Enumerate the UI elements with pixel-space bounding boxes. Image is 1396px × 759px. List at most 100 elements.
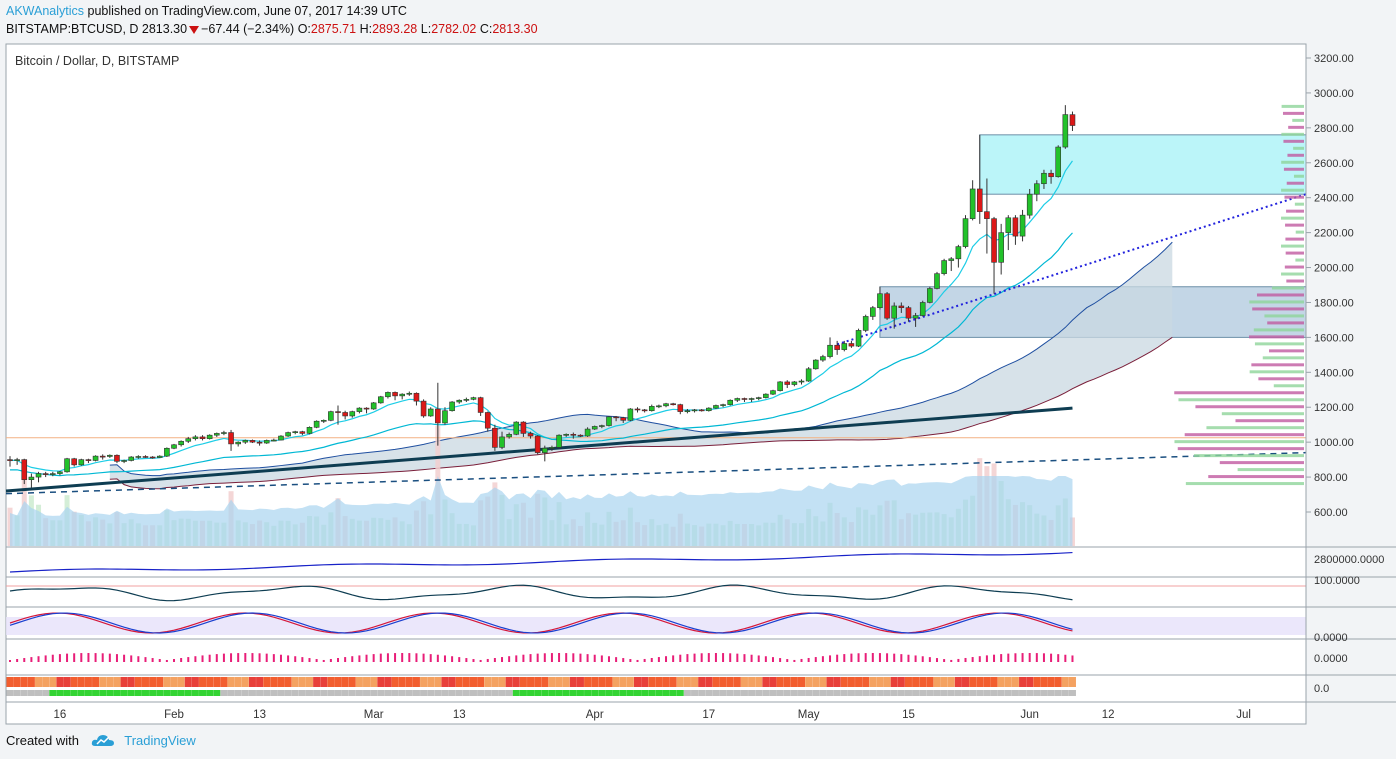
histogram-bar [543, 653, 546, 662]
histogram-bar [693, 653, 696, 662]
histogram-bar [44, 655, 47, 662]
candle-body [470, 397, 477, 400]
strip-cell [805, 677, 813, 687]
volume-profile-bar [1219, 461, 1304, 465]
candle-body [905, 307, 912, 319]
cloud-band [109, 242, 1173, 489]
strip-cell-lower [120, 690, 128, 696]
candle-body [1062, 114, 1069, 148]
candle-body [99, 455, 106, 458]
candle-body [320, 420, 327, 422]
candle-body [349, 411, 356, 417]
strip-cell [1011, 677, 1019, 687]
candle-body [370, 402, 377, 410]
candle-body [841, 343, 848, 350]
volume-profile-bar [1294, 202, 1304, 206]
histogram-bar [971, 657, 974, 662]
candles-layer [7, 105, 1076, 488]
volume-profile-bar [1295, 230, 1304, 234]
volume-profile-bar [1282, 111, 1304, 115]
candle-body [206, 434, 213, 439]
time-axis[interactable]: 16 Feb 13 Mar 13 Apr 17 May 15 Jun 12 Jul [6, 701, 1396, 721]
y-tick-label: 1600.00 [1314, 332, 1354, 344]
strip-cell-lower [641, 690, 649, 696]
candle-body [1005, 217, 1012, 233]
histogram-bar [51, 654, 54, 662]
y-tick-label: 3200.00 [1314, 53, 1354, 65]
candle-body [342, 412, 348, 417]
histogram-bar [180, 658, 183, 662]
strip-cell-lower [84, 690, 92, 696]
strip-cell-lower [833, 690, 841, 696]
strip-cell [562, 677, 570, 687]
histogram-bar [443, 655, 446, 662]
strip-cell-lower [1054, 690, 1062, 696]
strip-cell-lower [277, 690, 285, 696]
strip-cell [634, 677, 641, 687]
strip-cell [199, 677, 207, 687]
candle-body [862, 316, 869, 331]
histogram-bar [101, 653, 104, 662]
author-link[interactable]: AKWAnalytics [6, 4, 85, 18]
strip-cell [391, 677, 399, 687]
histogram-bar [1028, 653, 1031, 662]
candle-body [14, 459, 20, 461]
volume-profile-bar [1285, 223, 1304, 227]
strip-cell [206, 677, 214, 687]
strip-cell [890, 677, 898, 687]
strip-cell [305, 677, 313, 687]
candle-body [185, 438, 192, 442]
candle-body [706, 407, 712, 412]
strip-cell [954, 677, 962, 687]
strip-cell [20, 677, 28, 687]
candle-body [492, 427, 498, 448]
volume-profile-bar [1286, 279, 1304, 283]
histogram-bar [1064, 654, 1067, 662]
strip-cell [940, 677, 948, 687]
strip-cell-lower [427, 690, 435, 696]
histogram-bar [957, 658, 960, 662]
strip-cell [541, 677, 549, 687]
histogram-bar [251, 653, 254, 662]
strip-cell [434, 677, 442, 687]
y-tick-label: 3000.00 [1314, 88, 1354, 100]
candle-body [884, 293, 890, 319]
candle-body [563, 433, 569, 436]
histogram-bar [1021, 653, 1024, 662]
indicator-panels: 2800000.0000 100.0000 0.0000 0.0000 0.0 [6, 546, 1396, 703]
strip-cell-lower [576, 690, 584, 696]
x-tick-label: 13 [253, 709, 266, 721]
symbol-label: BITSTAMP:BTCUSD, D [6, 22, 139, 36]
candle-body [363, 407, 370, 410]
strip-cell [641, 677, 649, 687]
volume-profile-bar [1281, 216, 1304, 220]
histogram-bar [964, 657, 967, 662]
price-change: −67.44 (−2.34%) [201, 22, 295, 36]
strip-cell [847, 677, 855, 687]
strip-cell-lower [569, 690, 577, 696]
candle-body [484, 412, 491, 429]
histogram-bar [23, 658, 26, 662]
strip-cell-lower [27, 690, 35, 696]
strip-cell [912, 677, 920, 687]
histogram-bar [550, 653, 553, 662]
volume-profile-bar [1221, 412, 1304, 416]
strip-cell-lower [705, 690, 713, 696]
panel-axis-label: 0.0 [1314, 683, 1329, 695]
candle-body [549, 447, 555, 449]
histogram-bar [130, 655, 133, 662]
histogram-bar [472, 659, 475, 662]
dotted-trendline [836, 193, 1307, 346]
candle-body [976, 188, 983, 212]
candle-body [1012, 217, 1019, 237]
tradingview-link[interactable]: TradingView [124, 733, 196, 748]
strip-cell-lower [363, 690, 371, 696]
strip-cell [284, 677, 292, 687]
histogram-bar [351, 656, 354, 662]
strip-cell-lower [812, 690, 820, 696]
strip-cell [591, 677, 599, 687]
strip-cell [748, 677, 756, 687]
price-axis[interactable]: 3200.00 3000.00 2800.00 2600.00 2400.00 2200.… [1306, 53, 1354, 519]
strip-cell-lower [49, 690, 57, 696]
